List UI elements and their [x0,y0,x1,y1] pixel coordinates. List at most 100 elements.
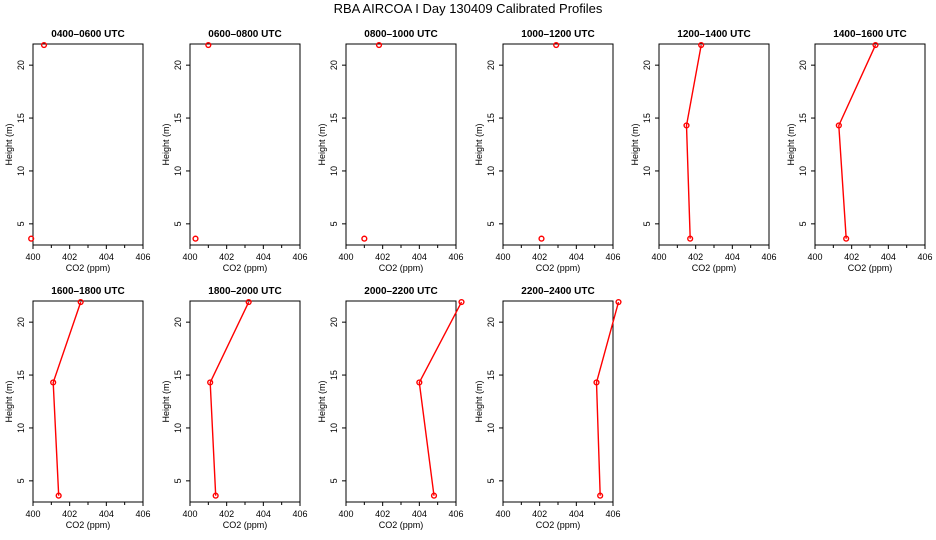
y-axis-label: Height (m) [317,380,327,422]
profile-panel-2: 0600–0800 UTC 400 402 404 406 CO2 (ppm) 5 10 15 2… [161,29,308,273]
y-tick-label: 5 [173,478,183,483]
x-tick-label: 400 [495,509,510,519]
y-tick-label: 20 [486,317,496,327]
data-point [458,298,465,306]
panel-title: 1800–2000 UTC [208,286,281,297]
y-tick-label: 5 [486,221,496,226]
x-tick-label: 406 [761,252,776,262]
y-tick-label: 15 [329,370,339,380]
profile-panel-9: 2000–2200 UTC 400 402 404 406 CO2 (ppm) 5 10 15 2… [317,286,465,530]
y-tick-label: 5 [486,478,496,483]
data-point [538,235,545,242]
x-tick-label: 404 [881,252,896,262]
data-point [375,41,383,49]
y-axis-label: Height (m) [4,380,14,422]
x-tick-label: 404 [412,509,427,519]
data-point [50,379,57,386]
x-tick-label: 400 [495,252,510,262]
data-point [28,235,35,242]
x-tick-label: 406 [292,509,307,519]
x-tick-label: 402 [62,509,77,519]
x-tick-label: 402 [219,509,234,519]
y-tick-label: 15 [798,113,808,123]
x-tick-label: 406 [448,509,463,519]
y-tick-label: 10 [16,166,26,176]
y-tick-label: 5 [329,478,339,483]
data-point [40,41,48,49]
panel-title: 1600–1800 UTC [51,286,124,297]
data-point [205,41,212,49]
panel-title: 1000–1200 UTC [521,29,594,40]
x-tick-label: 406 [135,509,150,519]
data-point [55,492,62,499]
y-tick-label: 20 [486,60,496,70]
panel-title: 2000–2200 UTC [364,286,437,297]
y-tick-label: 15 [173,370,183,380]
plot-frame [189,43,301,246]
y-tick-label: 20 [173,60,183,70]
data-point [361,235,368,242]
y-axis-label: Height (m) [161,380,171,422]
profile-panel-8: 1800–2000 UTC 400 402 404 406 CO2 (ppm) 5 10 15 2… [161,286,308,530]
x-tick-label: 400 [182,252,197,262]
x-tick-label: 402 [688,252,703,262]
data-point [615,298,622,306]
y-tick-label: 10 [486,166,496,176]
plot-frame [814,43,926,246]
panel-title: 1200–1400 UTC [677,29,750,40]
data-point [212,492,219,499]
profile-panel-3: 0800–1000 UTC 400 402 404 406 CO2 (ppm) 5 10 15 2… [317,29,464,273]
x-tick-label: 406 [605,252,620,262]
y-tick-label: 10 [642,166,652,176]
y-tick-label: 20 [173,317,183,327]
x-axis-label: CO2 (ppm) [379,520,424,530]
panel-title: 2200–2400 UTC [521,286,594,297]
x-tick-label: 400 [338,252,353,262]
data-point [687,235,694,242]
y-tick-label: 15 [173,113,183,123]
plot-frame [32,300,144,503]
profile-line [52,301,82,496]
profile-panel-5: 1200–1400 UTC 400 402 404 406 CO2 (ppm) 5 10 15 2… [630,29,777,273]
x-tick-label: 406 [605,509,620,519]
y-tick-label: 15 [329,113,339,123]
y-tick-label: 20 [16,60,26,70]
profile-line [209,301,250,496]
data-point [698,41,705,49]
y-tick-label: 20 [798,60,808,70]
x-tick-label: 402 [532,252,547,262]
x-tick-label: 402 [375,509,390,519]
data-point [593,379,600,386]
y-axis-label: Height (m) [630,123,640,165]
data-point [77,298,84,306]
plot-frame [189,300,301,503]
profile-panel-6: 1400–1600 UTC 400 402 404 406 CO2 (ppm) 5 10 15 2… [786,29,933,273]
y-axis-label: Height (m) [474,123,484,165]
plot-frame [658,43,770,246]
y-tick-label: 10 [329,423,339,433]
y-tick-label: 10 [798,166,808,176]
data-point [835,122,842,129]
x-tick-label: 400 [338,509,353,519]
data-point [597,492,604,499]
x-tick-label: 404 [256,252,271,262]
x-axis-label: CO2 (ppm) [66,520,111,530]
x-axis-label: CO2 (ppm) [66,263,111,273]
y-tick-label: 15 [16,113,26,123]
y-axis-label: Height (m) [161,123,171,165]
y-tick-label: 5 [16,478,26,483]
y-tick-label: 20 [329,317,339,327]
y-axis-label: Height (m) [474,380,484,422]
profile-line [838,44,877,239]
x-axis-label: CO2 (ppm) [848,263,893,273]
x-tick-label: 400 [182,509,197,519]
data-point [416,379,423,386]
x-axis-label: CO2 (ppm) [223,263,268,273]
y-tick-label: 5 [16,221,26,226]
plot-frame [32,43,144,246]
x-tick-label: 402 [375,252,390,262]
x-tick-label: 406 [292,252,307,262]
plot-frame [345,43,457,246]
y-tick-label: 20 [642,60,652,70]
y-tick-label: 15 [486,370,496,380]
